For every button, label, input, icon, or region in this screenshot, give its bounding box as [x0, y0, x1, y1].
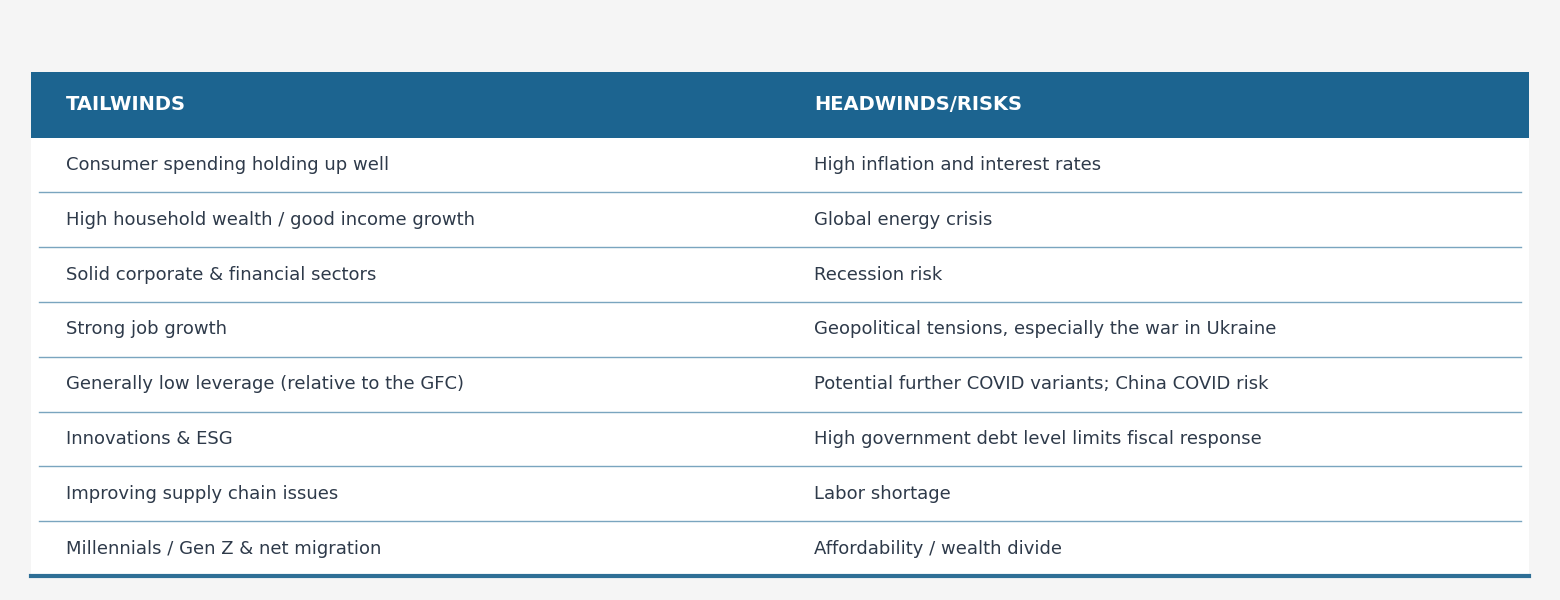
Text: Consumer spending holding up well: Consumer spending holding up well	[66, 156, 388, 174]
Text: Potential further COVID variants; China COVID risk: Potential further COVID variants; China …	[814, 375, 1268, 393]
Text: Millennials / Gen Z & net migration: Millennials / Gen Z & net migration	[66, 539, 381, 557]
Text: Affordability / wealth divide: Affordability / wealth divide	[814, 539, 1062, 557]
Text: Strong job growth: Strong job growth	[66, 320, 226, 338]
Text: High government debt level limits fiscal response: High government debt level limits fiscal…	[814, 430, 1262, 448]
Bar	[31, 72, 1529, 137]
Text: Solid corporate & financial sectors: Solid corporate & financial sectors	[66, 266, 376, 284]
Text: Geopolitical tensions, especially the war in Ukraine: Geopolitical tensions, especially the wa…	[814, 320, 1276, 338]
Text: Global energy crisis: Global energy crisis	[814, 211, 992, 229]
Bar	[31, 72, 1529, 576]
Text: High household wealth / good income growth: High household wealth / good income grow…	[66, 211, 474, 229]
Text: Generally low leverage (relative to the GFC): Generally low leverage (relative to the …	[66, 375, 463, 393]
Text: Improving supply chain issues: Improving supply chain issues	[66, 485, 339, 503]
Text: HEADWINDS/RISKS: HEADWINDS/RISKS	[814, 95, 1022, 114]
Text: Recession risk: Recession risk	[814, 266, 942, 284]
Text: TAILWINDS: TAILWINDS	[66, 95, 186, 114]
Text: High inflation and interest rates: High inflation and interest rates	[814, 156, 1101, 174]
Text: Innovations & ESG: Innovations & ESG	[66, 430, 232, 448]
Text: Labor shortage: Labor shortage	[814, 485, 952, 503]
